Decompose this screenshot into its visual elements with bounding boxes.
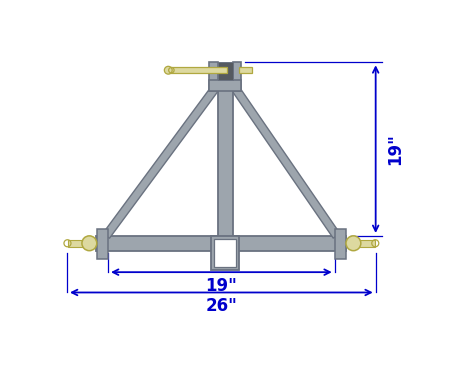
Text: 26": 26" <box>205 297 237 315</box>
Text: 19": 19" <box>205 277 237 295</box>
Bar <box>352 240 375 247</box>
Bar <box>168 67 227 73</box>
Bar <box>211 236 239 270</box>
Bar <box>96 236 346 251</box>
Bar <box>209 62 218 91</box>
Circle shape <box>82 236 97 251</box>
Bar <box>233 62 241 91</box>
Polygon shape <box>213 238 237 267</box>
Bar <box>218 62 233 80</box>
Bar <box>209 80 241 91</box>
Polygon shape <box>97 229 108 259</box>
Polygon shape <box>103 81 222 238</box>
Polygon shape <box>335 229 346 259</box>
Bar <box>218 89 233 240</box>
Circle shape <box>346 236 361 251</box>
Text: 2": 2" <box>218 234 233 247</box>
Bar <box>68 240 91 247</box>
Circle shape <box>164 66 172 74</box>
Polygon shape <box>228 81 340 238</box>
Text: 19": 19" <box>387 133 405 165</box>
Bar <box>214 239 236 267</box>
Bar <box>239 67 252 73</box>
